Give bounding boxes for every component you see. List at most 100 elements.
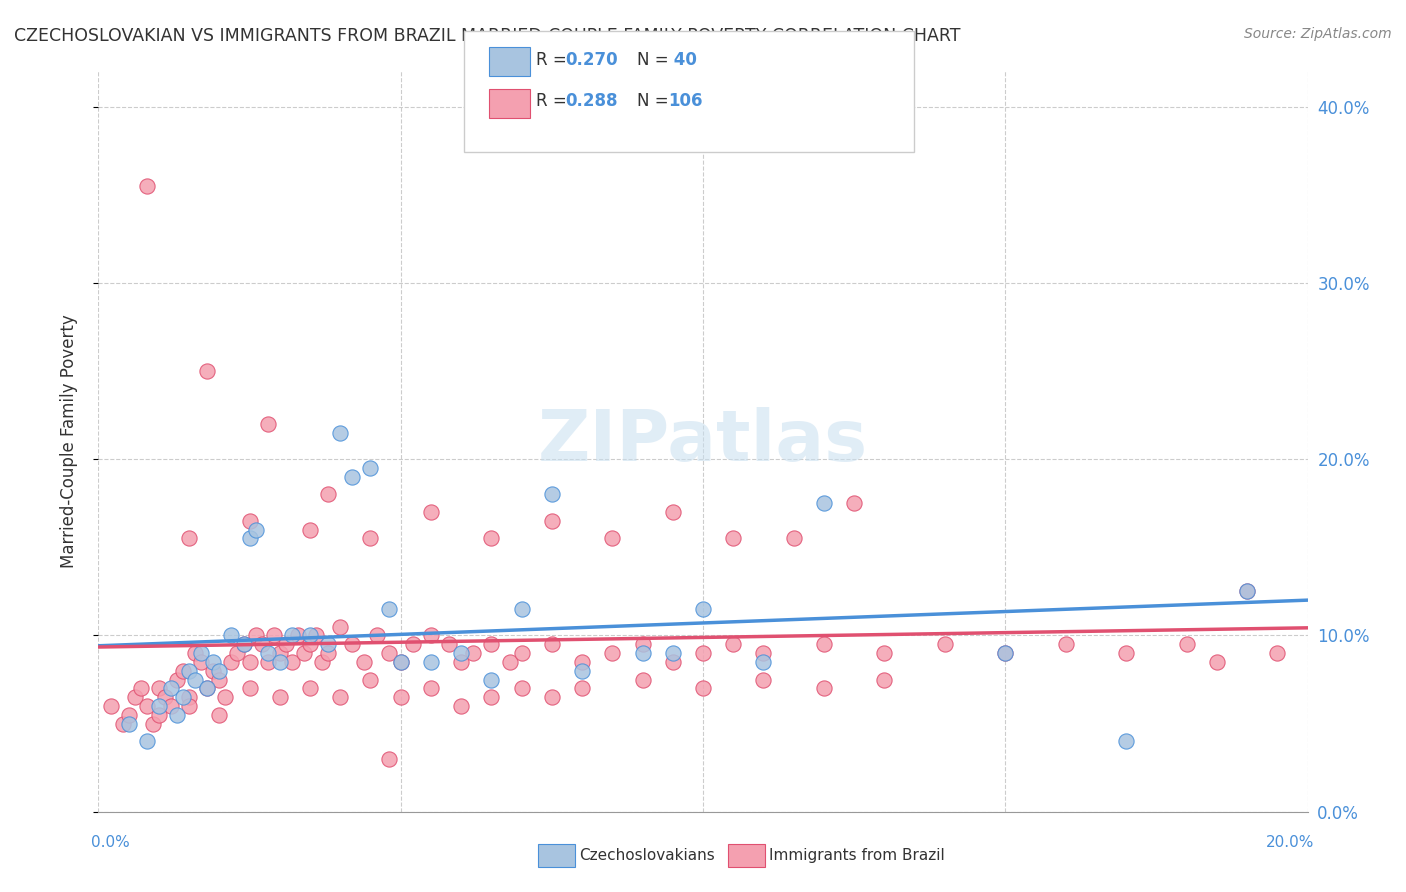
Point — [195, 364, 218, 378]
Point — [844, 496, 866, 510]
Point — [148, 707, 170, 722]
Point — [221, 655, 243, 669]
Point — [510, 681, 533, 696]
Text: ZIPatlas: ZIPatlas — [538, 407, 868, 476]
Point — [389, 655, 412, 669]
Text: R =: R = — [536, 92, 572, 110]
Point — [661, 655, 683, 669]
Point — [602, 532, 624, 546]
Point — [292, 646, 315, 660]
Point — [172, 690, 194, 705]
Text: 40: 40 — [668, 51, 697, 69]
Point — [873, 646, 896, 660]
Point — [360, 673, 382, 687]
Point — [377, 646, 399, 660]
Point — [813, 681, 835, 696]
Text: R =: R = — [536, 51, 572, 69]
Point — [281, 655, 304, 669]
Point — [299, 523, 322, 537]
Point — [142, 716, 165, 731]
Point — [389, 655, 412, 669]
Point — [420, 681, 443, 696]
Point — [481, 673, 503, 687]
Point — [1267, 646, 1289, 660]
Point — [118, 716, 141, 731]
Point — [813, 496, 835, 510]
Point — [129, 681, 152, 696]
Point — [221, 628, 243, 642]
Point — [179, 664, 201, 678]
Point — [166, 673, 188, 687]
Point — [366, 628, 388, 642]
Point — [232, 637, 254, 651]
Point — [316, 637, 339, 651]
Point — [437, 637, 460, 651]
Point — [994, 646, 1017, 660]
Point — [239, 514, 262, 528]
Point — [1115, 646, 1137, 660]
Point — [305, 628, 328, 642]
Point — [402, 637, 425, 651]
Point — [934, 637, 956, 651]
Point — [360, 461, 382, 475]
Point — [571, 681, 593, 696]
Point — [311, 655, 333, 669]
Point — [540, 487, 562, 501]
Text: 106: 106 — [668, 92, 703, 110]
Point — [245, 628, 267, 642]
Point — [571, 664, 593, 678]
Point — [160, 681, 183, 696]
Point — [263, 628, 285, 642]
Point — [873, 673, 896, 687]
Point — [239, 681, 262, 696]
Point — [661, 505, 683, 519]
Point — [179, 698, 201, 713]
Point — [269, 690, 291, 705]
Point — [692, 681, 714, 696]
Point — [631, 646, 654, 660]
Point — [299, 628, 322, 642]
Point — [752, 646, 775, 660]
Text: 0.270: 0.270 — [565, 51, 617, 69]
Point — [208, 707, 231, 722]
Point — [1236, 584, 1258, 599]
Point — [360, 532, 382, 546]
Point — [631, 637, 654, 651]
Point — [166, 707, 188, 722]
Point — [195, 681, 218, 696]
Point — [571, 655, 593, 669]
Text: Czechoslovakians: Czechoslovakians — [579, 848, 716, 863]
Point — [481, 532, 503, 546]
Point — [250, 637, 273, 651]
Point — [450, 698, 472, 713]
Point — [481, 637, 503, 651]
Point — [153, 690, 176, 705]
Point — [1115, 734, 1137, 748]
Point — [118, 707, 141, 722]
Point — [316, 646, 339, 660]
Point — [281, 628, 304, 642]
Point — [420, 505, 443, 519]
Point — [245, 523, 267, 537]
Point — [179, 690, 201, 705]
Point — [510, 602, 533, 616]
Point — [498, 655, 520, 669]
Point — [256, 417, 278, 431]
Point — [195, 681, 218, 696]
Point — [148, 681, 170, 696]
Point — [135, 698, 157, 713]
Text: N =: N = — [637, 51, 673, 69]
Point — [135, 178, 157, 193]
Point — [299, 681, 322, 696]
Point — [631, 673, 654, 687]
Point — [481, 690, 503, 705]
Point — [299, 637, 322, 651]
Point — [274, 637, 297, 651]
Point — [239, 532, 262, 546]
Point — [239, 655, 262, 669]
Point — [202, 664, 225, 678]
Text: 0.0%: 0.0% — [91, 836, 131, 850]
Point — [148, 698, 170, 713]
Point — [1206, 655, 1229, 669]
Point — [342, 637, 364, 651]
